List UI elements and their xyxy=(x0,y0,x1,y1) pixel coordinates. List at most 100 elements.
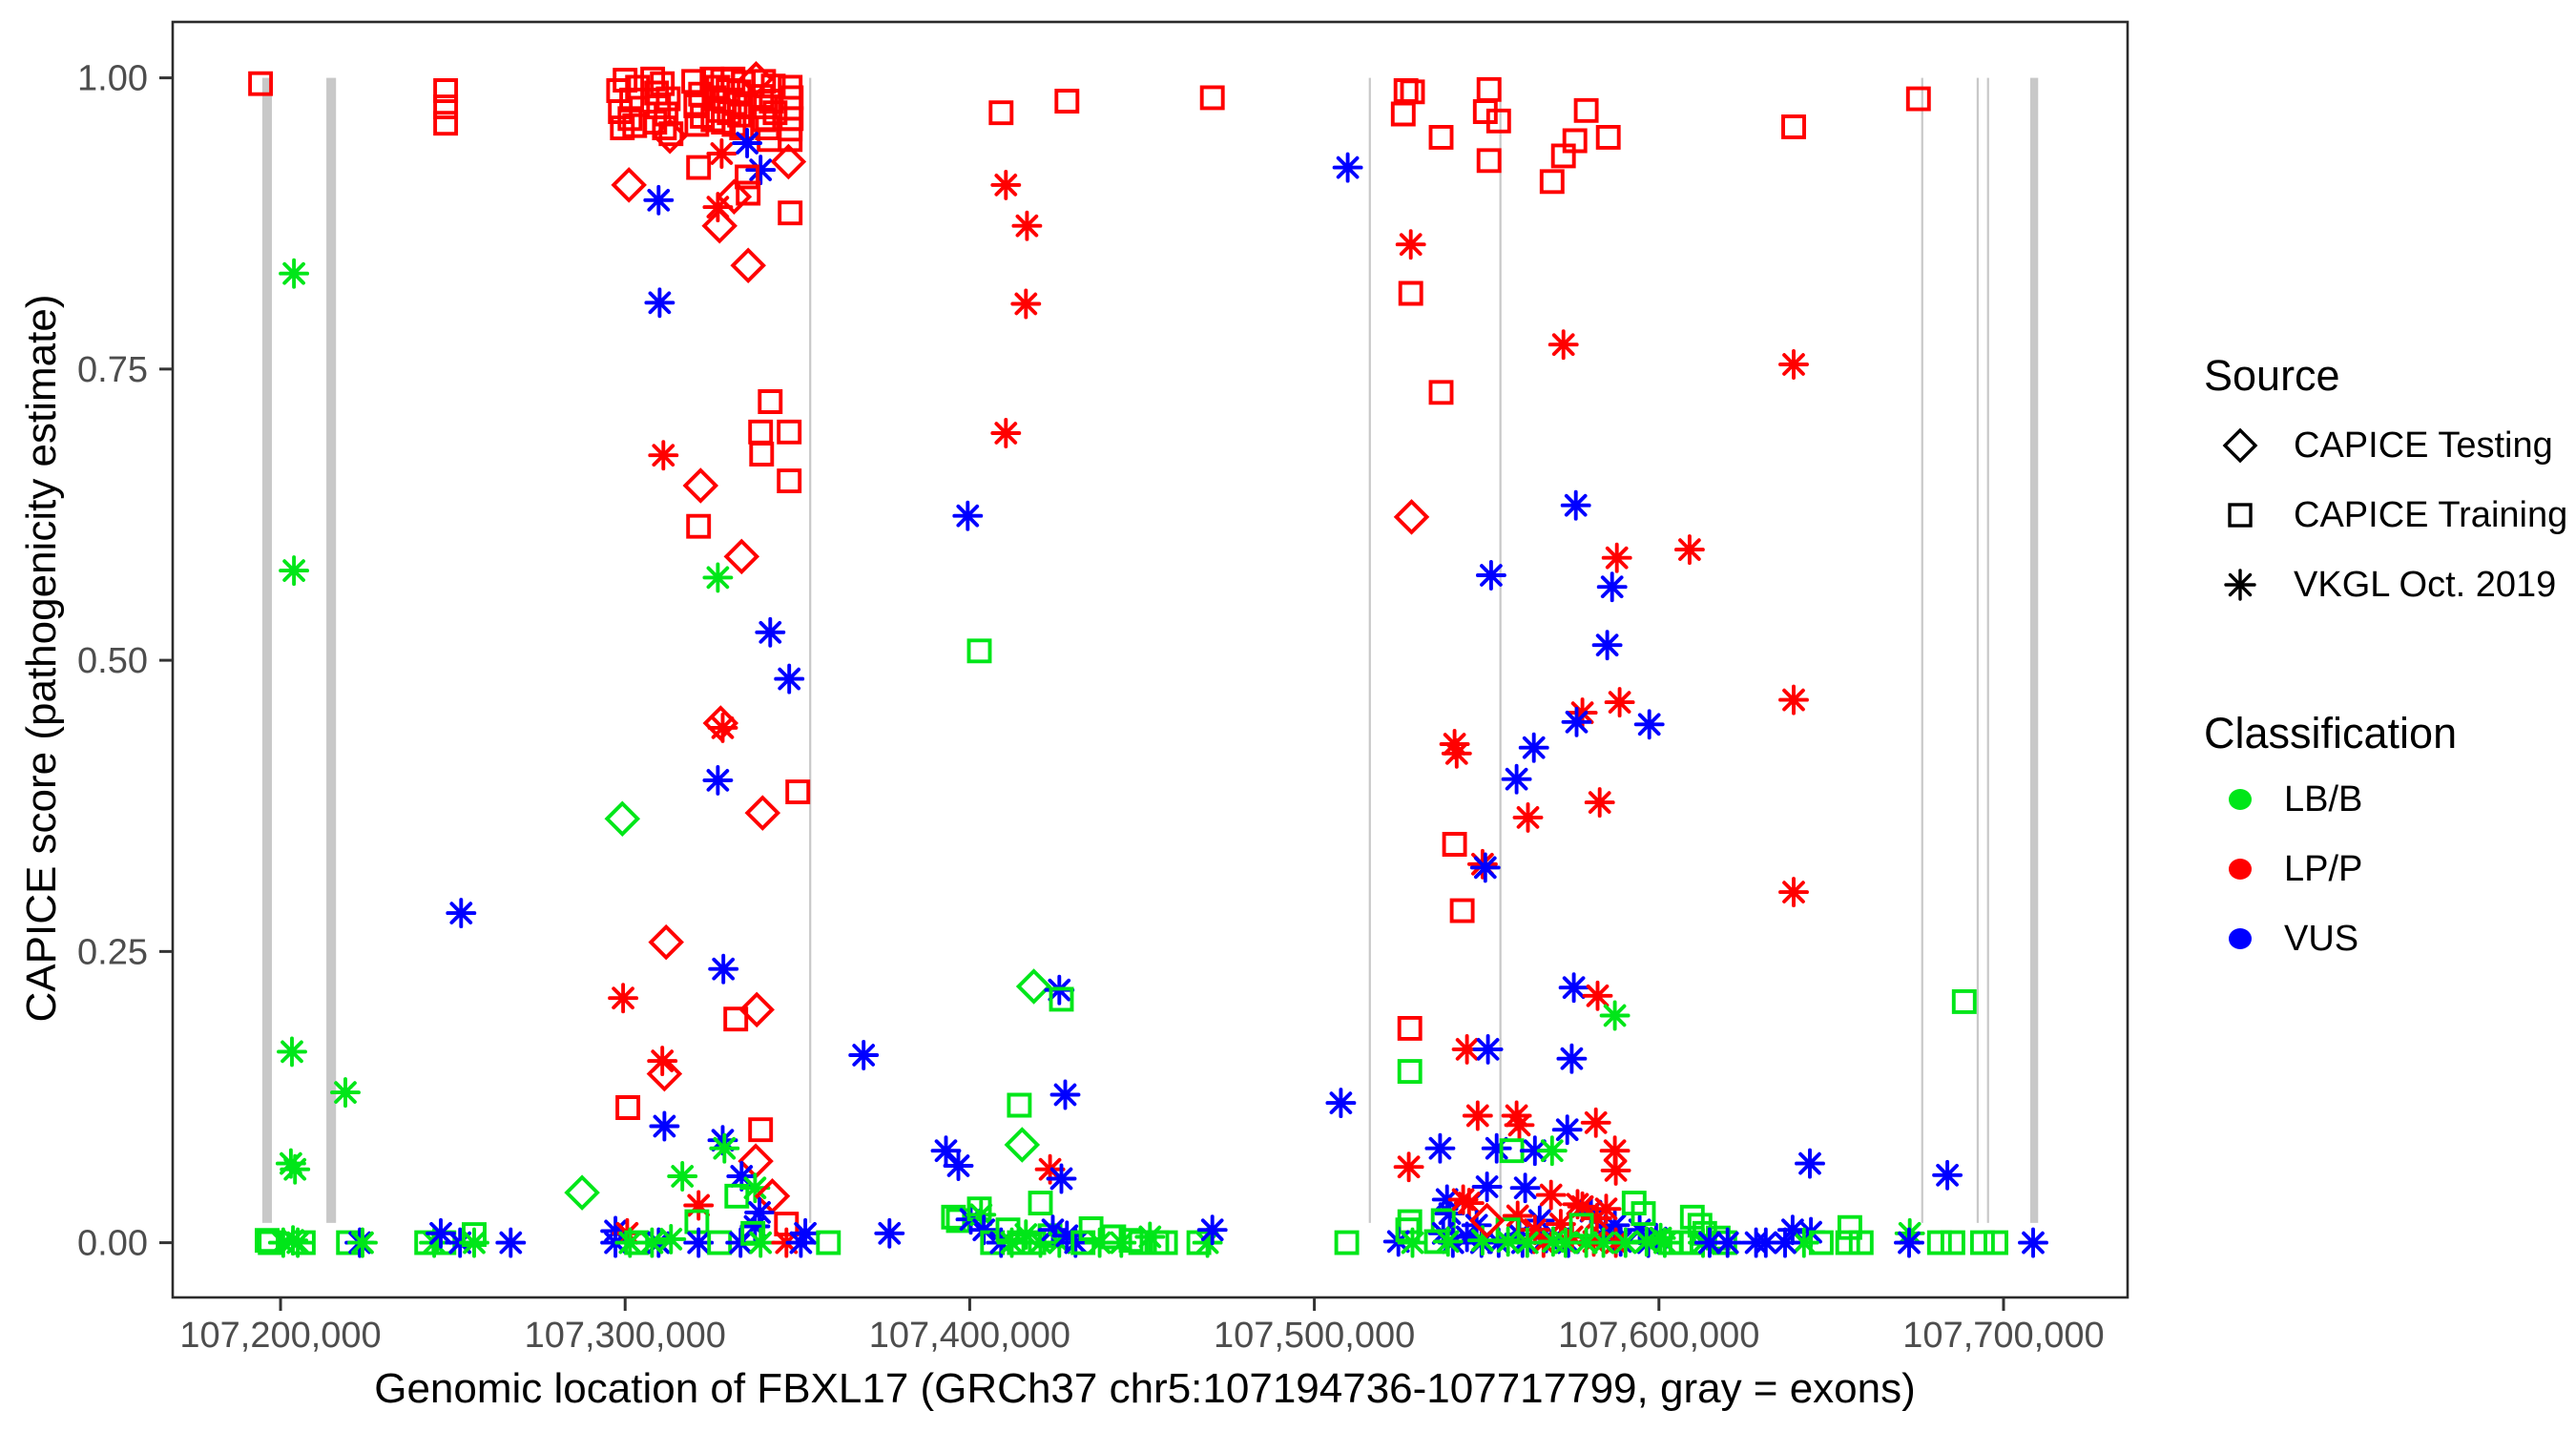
data-point xyxy=(1485,108,1511,134)
data-point xyxy=(1451,1221,1483,1253)
vus-color-dot xyxy=(2229,928,2252,949)
data-point xyxy=(1580,1107,1611,1138)
data-point xyxy=(1476,148,1502,174)
data-point xyxy=(290,1230,316,1255)
data-point xyxy=(608,983,639,1014)
data-point xyxy=(650,71,675,96)
data-point xyxy=(683,1227,715,1258)
data-point xyxy=(745,155,777,186)
data-point xyxy=(1573,97,1599,123)
data-point xyxy=(1393,78,1419,103)
legend-item-label: CAPICE Training xyxy=(2294,494,2568,535)
data-point xyxy=(744,795,781,831)
data-point xyxy=(1397,1015,1423,1041)
data-point xyxy=(655,1223,687,1255)
data-point xyxy=(1472,1033,1504,1065)
data-point xyxy=(736,180,761,206)
data-point xyxy=(1848,1230,1874,1255)
data-point xyxy=(1393,499,1430,535)
data-point xyxy=(1599,1210,1631,1241)
data-point xyxy=(347,1227,378,1258)
data-point xyxy=(1449,898,1475,923)
data-point xyxy=(1778,684,1809,716)
y-tick-label: 0.75 xyxy=(77,350,148,390)
data-point xyxy=(1398,280,1423,306)
legend-item-label: LP/P xyxy=(2284,848,2363,889)
data-point xyxy=(433,111,459,136)
data-point xyxy=(711,110,737,135)
data-point xyxy=(1428,124,1454,150)
data-point xyxy=(1599,1135,1631,1167)
legend-item-label: VKGL Oct. 2019 xyxy=(2294,564,2557,605)
data-point xyxy=(1551,1114,1583,1146)
data-point xyxy=(1060,1227,1091,1258)
data-point xyxy=(1599,1000,1631,1031)
data-point xyxy=(758,389,783,414)
data-point xyxy=(1778,349,1809,380)
data-point xyxy=(649,1110,680,1142)
data-point xyxy=(1808,1230,1834,1255)
data-point xyxy=(611,167,647,203)
data-point xyxy=(1548,329,1579,361)
data-point xyxy=(1400,79,1425,105)
data-point xyxy=(1776,1214,1808,1246)
data-point xyxy=(1462,1100,1493,1131)
data-point xyxy=(725,1227,757,1258)
data-point xyxy=(1550,143,1576,169)
data-point xyxy=(1153,1230,1178,1255)
data-point xyxy=(1134,1221,1166,1253)
data-point xyxy=(644,287,675,319)
exon-bar xyxy=(261,77,273,1223)
data-point xyxy=(1545,1209,1576,1240)
data-point xyxy=(604,800,641,837)
data-point xyxy=(874,1217,905,1249)
data-point xyxy=(990,169,1022,200)
legend-classification-title: Classification xyxy=(2204,709,2458,757)
data-point xyxy=(277,1036,307,1068)
exon-bar xyxy=(1986,77,1989,1223)
data-point xyxy=(636,1227,668,1258)
data-point xyxy=(1049,1079,1081,1110)
data-point xyxy=(1468,1202,1506,1239)
data-point xyxy=(1778,877,1809,908)
data-point xyxy=(617,106,643,132)
legend-item-label: LB/B xyxy=(2284,778,2363,819)
data-point xyxy=(966,1196,992,1222)
data-point xyxy=(1519,1214,1550,1246)
data-point xyxy=(1334,1230,1360,1255)
data-point xyxy=(648,923,684,961)
data-point xyxy=(1549,1227,1581,1258)
data-point xyxy=(1621,1191,1647,1216)
data-point xyxy=(1560,489,1591,521)
data-point xyxy=(739,1172,771,1204)
data-point xyxy=(652,115,677,141)
data-point xyxy=(1610,1227,1641,1258)
data-point xyxy=(1570,1227,1602,1258)
axes: 107,200,000 107,300,000 107,400,000 107,500… xyxy=(77,59,2105,1356)
data-point xyxy=(1428,380,1454,405)
data-point xyxy=(426,1217,456,1249)
data-point xyxy=(1037,1214,1069,1246)
data-point xyxy=(1631,1201,1656,1227)
data-point xyxy=(1390,101,1416,127)
data-point xyxy=(943,1151,974,1181)
data-point xyxy=(1633,709,1665,740)
data-point xyxy=(1424,1132,1456,1164)
data-point xyxy=(1441,737,1472,769)
data-point xyxy=(1624,1214,1655,1246)
legend-item-label: VUS xyxy=(2284,918,2359,959)
data-point xyxy=(721,112,747,137)
data-point xyxy=(614,1227,646,1258)
data-point xyxy=(1034,1153,1066,1185)
data-point xyxy=(848,1040,880,1070)
data-point xyxy=(1511,1227,1543,1258)
data-point xyxy=(778,200,803,226)
x-tick-label: 107,500,000 xyxy=(1214,1316,1415,1356)
data-point xyxy=(1469,852,1501,883)
lpp-color-dot xyxy=(2229,859,2252,880)
data-point xyxy=(1046,1163,1077,1194)
legend-item-vus: VUS xyxy=(2194,910,2358,967)
data-point xyxy=(726,1161,758,1192)
data-point xyxy=(1481,1132,1512,1164)
data-point xyxy=(615,1095,641,1120)
